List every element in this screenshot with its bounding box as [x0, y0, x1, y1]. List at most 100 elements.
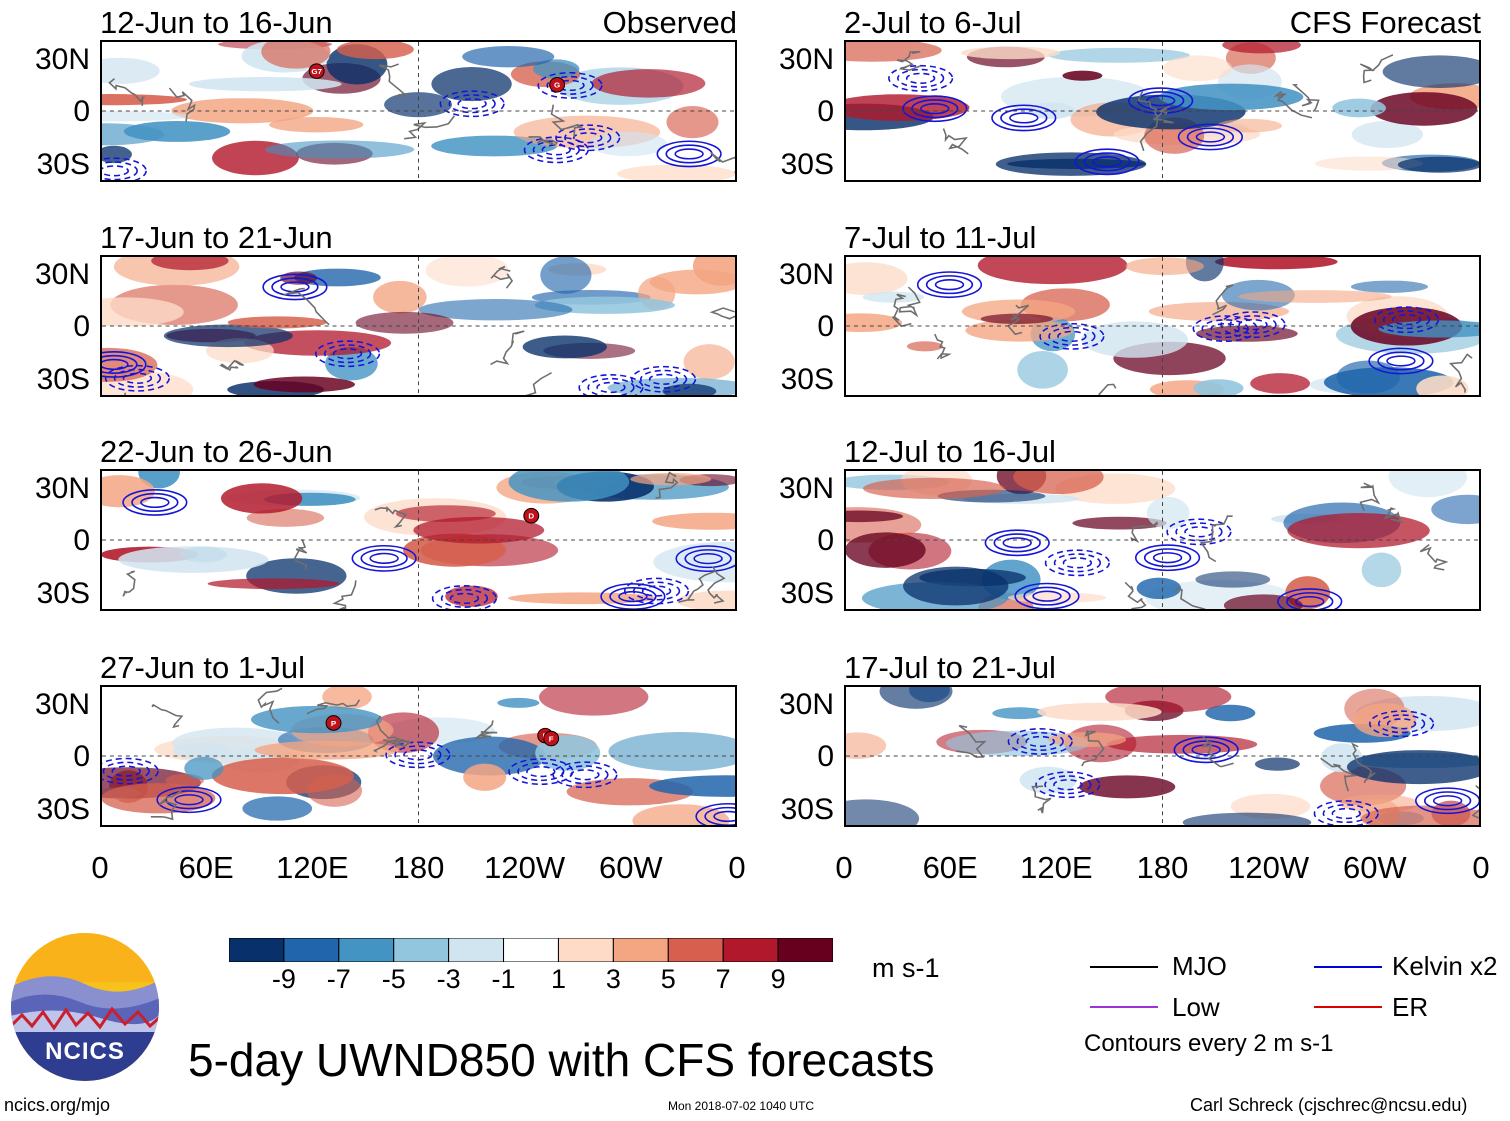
legend-er-label: ER: [1392, 992, 1429, 1022]
panel-date-3: 22-Jun to 26-Jun: [100, 434, 333, 469]
legend-mjo-line: [1090, 966, 1158, 968]
lat-label: 30N: [34, 688, 90, 721]
legend-low-label: Low: [1172, 992, 1220, 1022]
lat-label: 30S: [780, 148, 834, 181]
svg-text:D: D: [528, 512, 534, 521]
forecast-header: CFS Forecast: [1289, 5, 1481, 40]
map-panel-2: [100, 255, 737, 397]
colorbar: [228, 937, 834, 963]
lat-label: 30S: [36, 577, 90, 610]
svg-text:G7: G7: [311, 67, 322, 76]
svg-text:G: G: [554, 81, 560, 90]
lat-label: 0: [817, 95, 834, 128]
lat-label: 30S: [36, 793, 90, 826]
legend-kelvin-line: [1314, 966, 1382, 968]
colorbar-swatch: [503, 937, 559, 963]
legend-kelvin-label: Kelvin x2: [1392, 951, 1498, 981]
lat-label: 0: [817, 740, 834, 773]
lat-label: 30N: [34, 43, 90, 76]
lat-label: 30N: [778, 688, 834, 721]
lon-label: 60W: [1342, 850, 1407, 885]
colorbar-tick-label: 3: [605, 964, 621, 994]
colorbar-unit: m s-1: [872, 953, 940, 983]
panel-date-1: 12-Jun to 16-Jun: [100, 5, 333, 40]
lon-label: 0: [728, 850, 746, 885]
panel-date-5: 2-Jul to 6-Jul: [844, 5, 1022, 40]
map-panel-4: PEF: [100, 685, 737, 827]
lon-label: 0: [91, 850, 109, 885]
colorbar-tick-label: -1: [491, 964, 516, 994]
footer-website-link[interactable]: ncics.org/mjo: [4, 1095, 111, 1115]
panel-date-2: 17-Jun to 21-Jun: [100, 220, 333, 255]
colorbar-tick-label: 5: [660, 964, 676, 994]
legend-mjo-label: MJO: [1172, 951, 1227, 981]
map-panel-7: [844, 469, 1481, 611]
panel-date-6: 7-Jul to 11-Jul: [844, 220, 1037, 255]
lon-label: 120W: [484, 850, 566, 885]
lat-label: 30N: [34, 258, 90, 291]
colorbar-swatch: [283, 937, 340, 963]
lon-label: 120E: [276, 850, 349, 885]
lat-label: 30N: [778, 472, 834, 505]
ncics-logo[interactable]: NCICS: [10, 932, 160, 1082]
map-panel-6: [844, 255, 1481, 397]
svg-text:P: P: [331, 719, 336, 728]
lat-label: 30S: [36, 148, 90, 181]
colorbar-tick-label: -7: [326, 964, 351, 994]
map-panel-1: G7 G: [100, 40, 737, 182]
logo-text: NCICS: [45, 1038, 125, 1065]
colorbar-swatch: [338, 937, 395, 963]
lat-label: 30S: [36, 363, 90, 396]
colorbar-swatch: [557, 937, 614, 963]
svg-text:F: F: [549, 735, 554, 744]
lat-label: 30N: [34, 472, 90, 505]
lat-label: 0: [73, 310, 90, 343]
storm-marker-icon: P: [325, 715, 342, 731]
colorbar-tick-label: -5: [381, 964, 406, 994]
panel-date-4: 27-Jun to 1-Jul: [100, 650, 306, 685]
lon-label: 180: [392, 850, 445, 885]
colorbar-swatch: [777, 937, 834, 963]
map-panel-3: D: [100, 469, 737, 611]
storm-marker-icon: F: [543, 730, 560, 747]
colorbar-swatches: [228, 937, 834, 963]
lon-label: 60E: [178, 850, 234, 885]
lon-label: 180: [1136, 850, 1189, 885]
panel-date-8: 17-Jul to 21-Jul: [844, 650, 1056, 685]
colorbar-tick-label: -9: [271, 964, 296, 994]
lat-label: 30S: [780, 363, 834, 396]
lon-label: 60E: [922, 850, 978, 885]
map-panel-5: [844, 40, 1481, 182]
lon-label: 120E: [1020, 850, 1093, 885]
colorbar-swatch: [612, 937, 669, 963]
lat-label: 0: [73, 95, 90, 128]
storm-marker-icon: G: [549, 76, 566, 93]
colorbar-swatch: [448, 937, 505, 963]
figure-title: 5-day UWND850 with CFS forecasts: [188, 1034, 935, 1086]
lat-label: 0: [817, 524, 834, 557]
colorbar-tick-label: -3: [436, 964, 461, 994]
lon-label: 0: [835, 850, 853, 885]
lon-label: 60W: [598, 850, 663, 885]
colorbar-tick-label: 7: [715, 964, 731, 994]
map-panel-8: [844, 685, 1481, 827]
footer-credit: Carl Schreck (cjschrec@ncsu.edu): [1190, 1095, 1468, 1115]
lat-label: 30N: [778, 258, 834, 291]
observed-header: Observed: [602, 5, 737, 40]
colorbar-tick-label: 9: [770, 964, 786, 994]
colorbar-swatch: [228, 937, 285, 963]
lat-label: 0: [73, 524, 90, 557]
colorbar-tick-label: 1: [550, 964, 566, 994]
lat-label: 30S: [780, 793, 834, 826]
storm-marker-icon: G7: [308, 63, 325, 79]
lat-label: 0: [817, 310, 834, 343]
footer-timestamp: Mon 2018-07-02 1040 UTC: [668, 1099, 815, 1113]
lat-label: 30S: [780, 577, 834, 610]
colorbar-swatch: [667, 937, 724, 963]
colorbar-swatch: [722, 937, 779, 963]
contour-note: Contours every 2 m s-1: [1084, 1030, 1334, 1057]
lat-label: 0: [73, 740, 90, 773]
lon-label: 120W: [1228, 850, 1310, 885]
colorbar-swatch: [393, 937, 450, 963]
legend-low-line: [1090, 1006, 1158, 1008]
